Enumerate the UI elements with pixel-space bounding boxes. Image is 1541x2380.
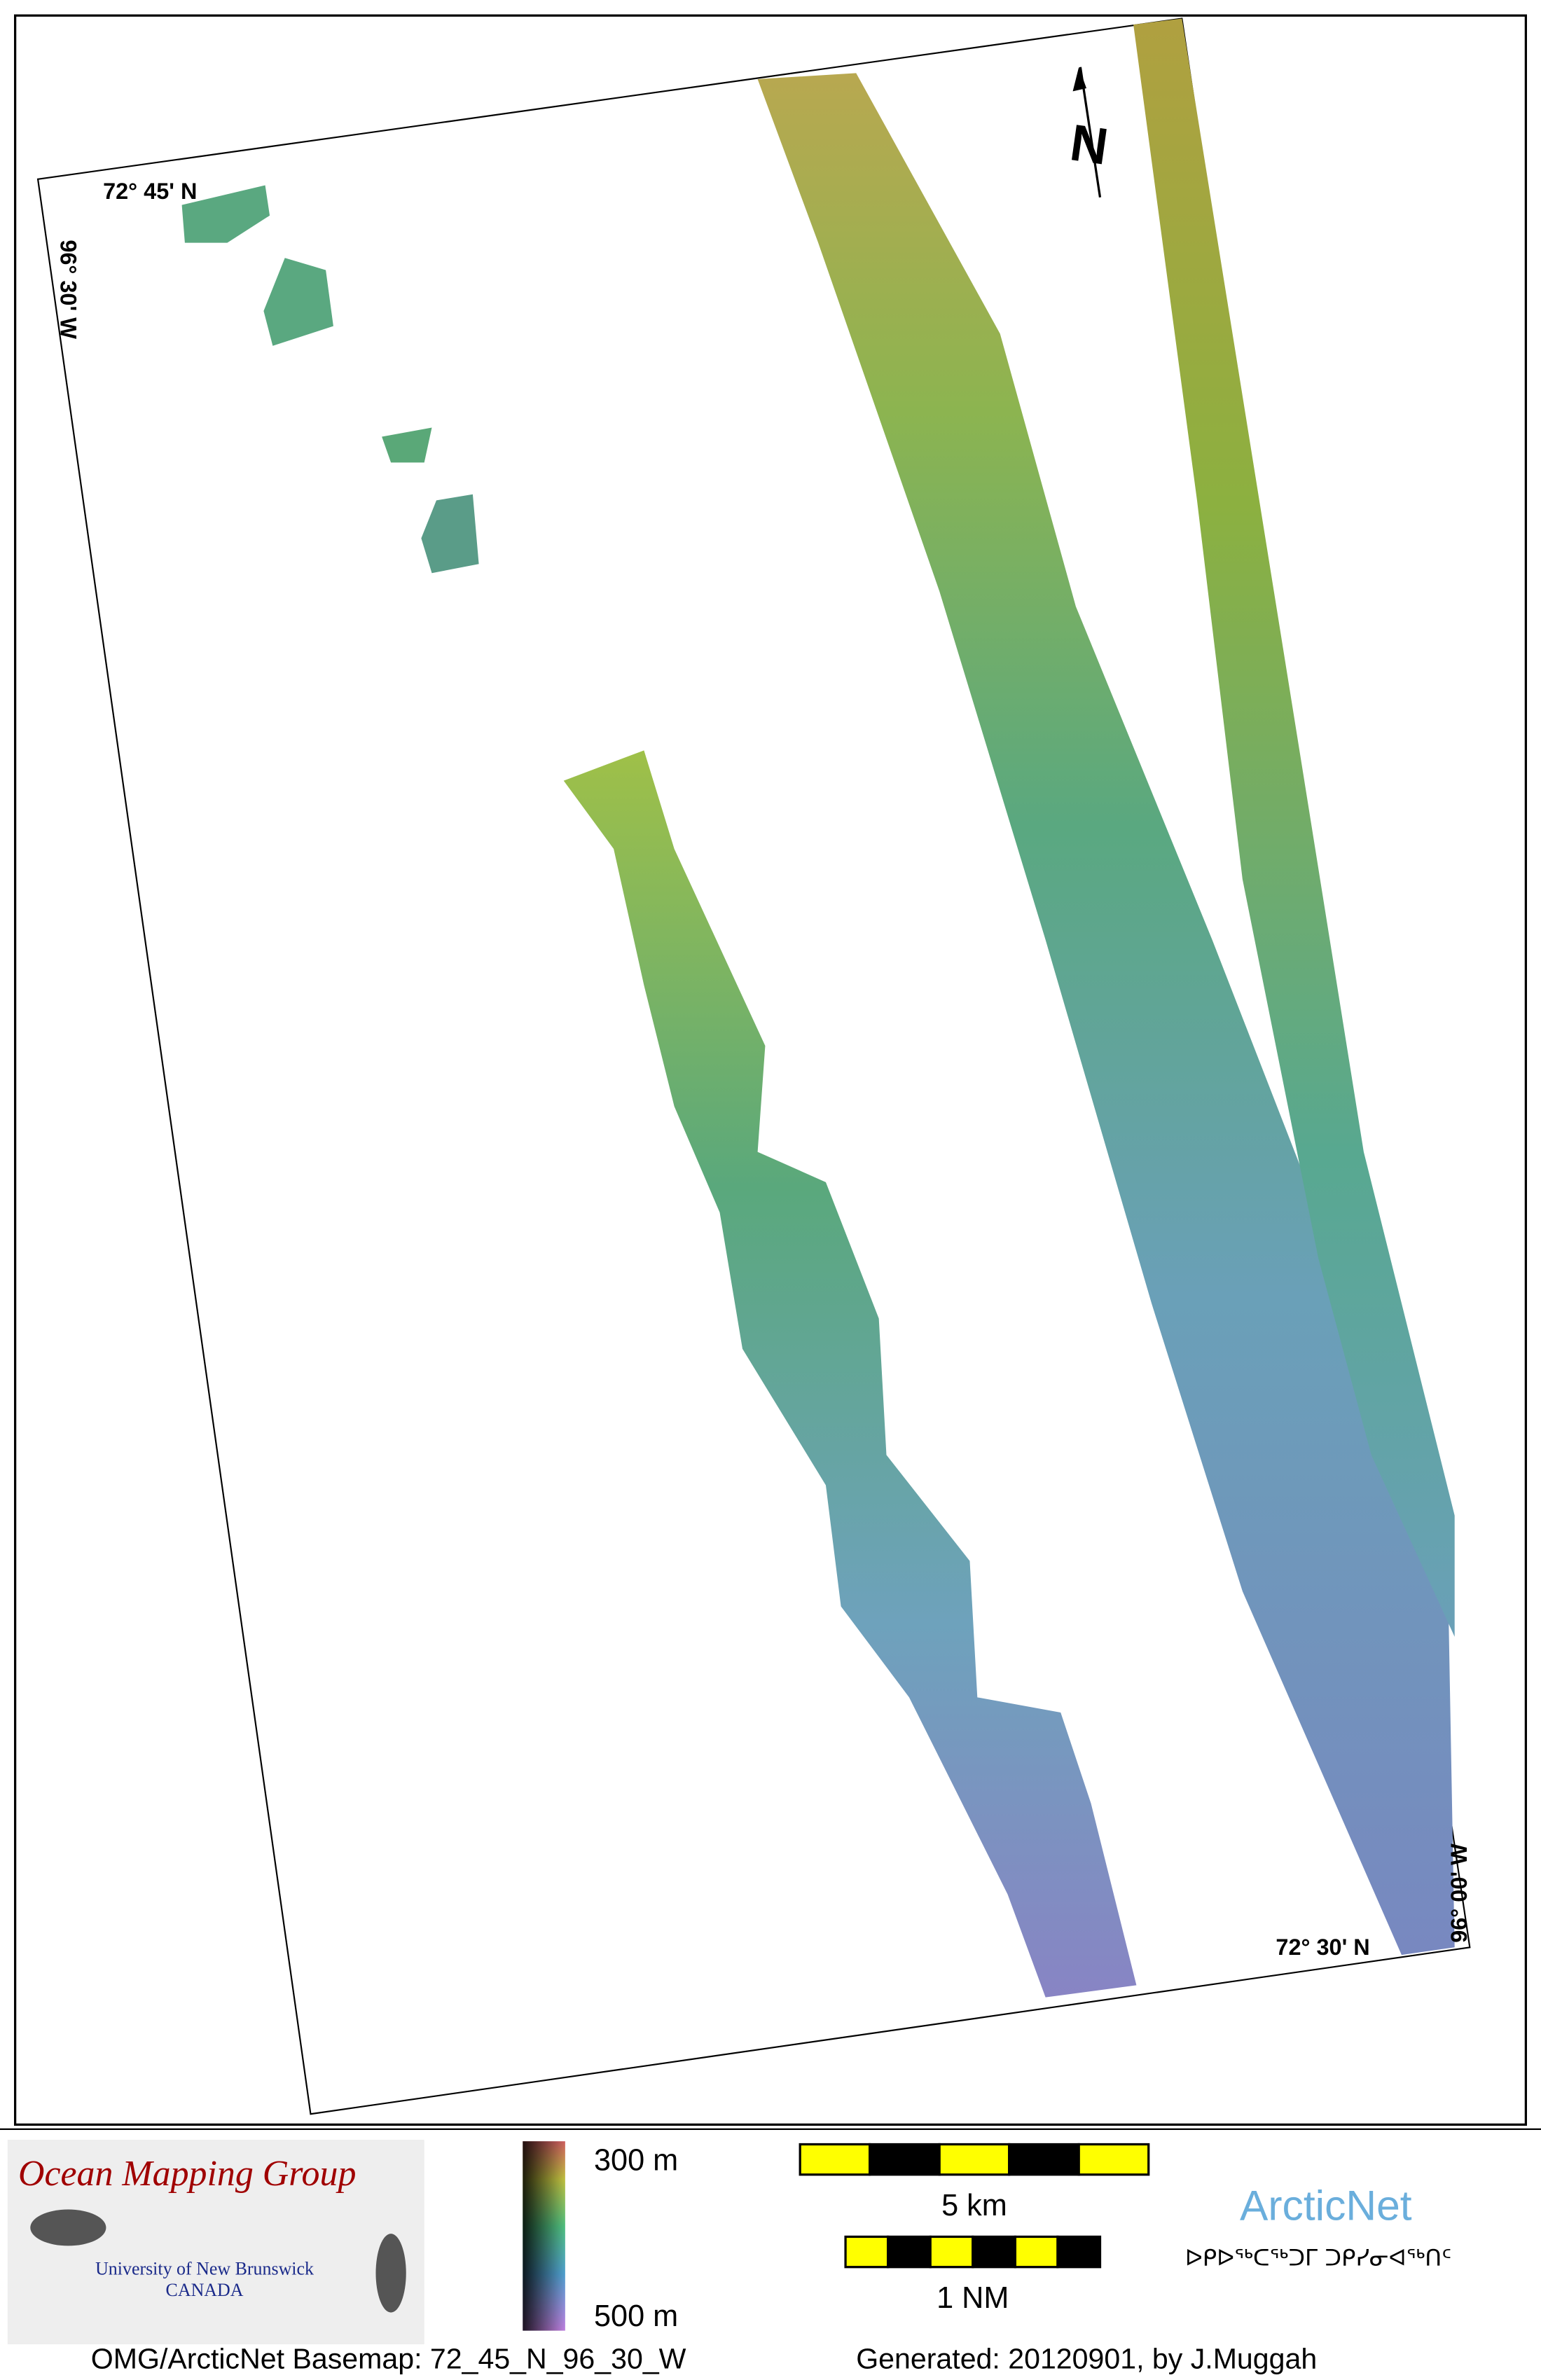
depth-colorbar-shade	[523, 2141, 565, 2331]
footer-generated: Generated: 20120901, by J.Muggah	[856, 2343, 1317, 2375]
depth-top-label: 300 m	[594, 2143, 678, 2177]
swath-patch	[181, 185, 270, 243]
arcticnet-name: ArcticNet	[1240, 2182, 1412, 2229]
main-swath	[757, 73, 1455, 1956]
logo-country: CANADA	[166, 2280, 244, 2300]
north-label: N	[1067, 113, 1112, 176]
logo-shape	[30, 2209, 106, 2246]
lon-label: 96° 00' W	[1446, 1843, 1472, 1943]
km-scale-bar	[799, 2143, 1150, 2176]
swath-patch	[382, 427, 432, 463]
footer-basemap: OMG/ArcticNet Basemap: 72_45_N_96_30_W	[91, 2343, 686, 2375]
logo-shape	[375, 2234, 406, 2313]
swath-patch	[263, 258, 333, 346]
east-swath	[1133, 18, 1455, 1637]
swath-patch	[421, 494, 479, 574]
km-scale-label: 5 km	[941, 2189, 1007, 2222]
north-arrow-head	[1072, 67, 1087, 92]
lat-label: 72° 30' N	[1276, 1935, 1369, 1960]
nm-scale-bar	[844, 2235, 1102, 2269]
nm-scale-label: 1 NM	[937, 2281, 1009, 2315]
depth-bottom-label: 500 m	[594, 2299, 678, 2333]
logo-university: University of New Brunswick	[95, 2259, 314, 2279]
central-swath	[563, 750, 1137, 1998]
arcticnet-syllabics: ᐅᑭᐅᖅᑕᖅᑐᒥ ᑐᑭᓯᓂᐊᖅᑎᑦ	[1185, 2245, 1451, 2271]
logo-title: Ocean Mapping Group	[18, 2154, 356, 2194]
lon-label: 96° 30' W	[56, 240, 81, 339]
lat-label: 72° 45' N	[103, 179, 197, 204]
